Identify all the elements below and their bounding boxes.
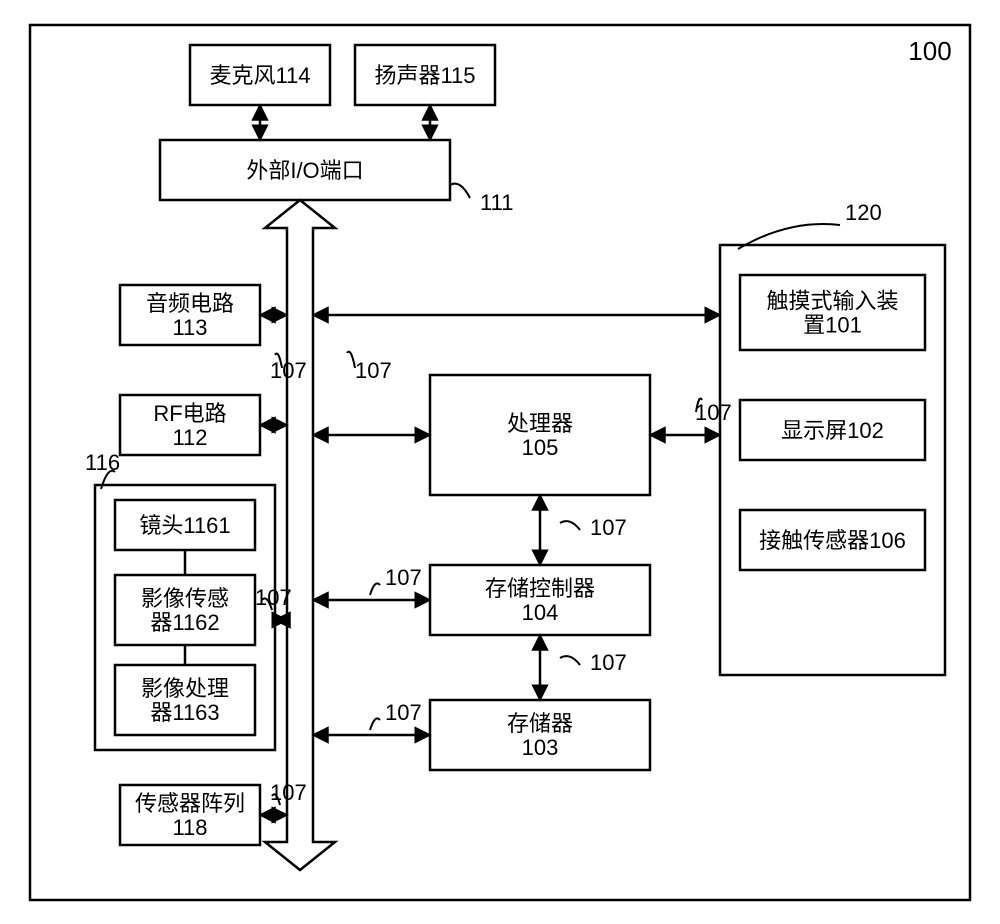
ref-107: 107 — [270, 358, 307, 383]
audio-circuit-block-label2: 113 — [172, 315, 207, 340]
display-label: 显示屏102 — [781, 418, 884, 443]
ref-107: 107 — [355, 358, 392, 383]
rf-circuit-block-label1: RF电路 — [153, 401, 226, 426]
ref-107: 107 — [385, 565, 422, 590]
processor-block-label2: 105 — [522, 435, 559, 460]
lens-label: 镜头1161 — [139, 513, 230, 538]
audio-circuit-block-label1: 音频电路 — [146, 291, 234, 316]
contact-sensor-label: 接触传感器106 — [759, 528, 906, 553]
ref-107: 107 — [255, 585, 292, 610]
figure-ref: 100 — [908, 36, 951, 66]
io-port-label: 外部I/O端口 — [246, 158, 363, 183]
ref-107: 107 — [590, 650, 627, 675]
image-processor-block-label1: 影像处理 — [141, 676, 229, 701]
block-diagram: 100 麦克风114 扬声器115 外部I/O端口 111 音频电路113 RF电路112 传… — [0, 0, 1000, 924]
microphone-label: 麦克风114 — [209, 63, 310, 88]
right-group-ref: 120 — [845, 200, 882, 225]
speaker-label: 扬声器115 — [374, 63, 475, 88]
image-processor-block-label2: 器1163 — [150, 700, 219, 725]
touch-input-block-label1: 触摸式输入装 — [766, 289, 898, 314]
memory-block-label2: 103 — [522, 735, 559, 760]
memory-controller-block-label2: 104 — [522, 600, 559, 625]
ref-107: 107 — [695, 400, 732, 425]
io-port-ref: 111 — [480, 190, 513, 215]
image-sensor-block-label2: 器1162 — [150, 610, 219, 635]
sensor-array-block-label1: 传感器阵列 — [135, 791, 245, 816]
touch-input-block-label2: 置101 — [803, 313, 862, 338]
ref-107: 107 — [385, 700, 422, 725]
memory-block-label1: 存储器 — [507, 711, 573, 736]
memory-controller-block-label1: 存储控制器 — [485, 576, 595, 601]
ref-107: 107 — [590, 515, 627, 540]
ref-107: 107 — [270, 780, 307, 805]
image-sensor-block-label1: 影像传感 — [141, 586, 229, 611]
processor-block-label1: 处理器 — [507, 411, 573, 436]
sensor-array-block-label2: 118 — [172, 815, 207, 840]
rf-circuit-block-label2: 112 — [172, 425, 207, 450]
